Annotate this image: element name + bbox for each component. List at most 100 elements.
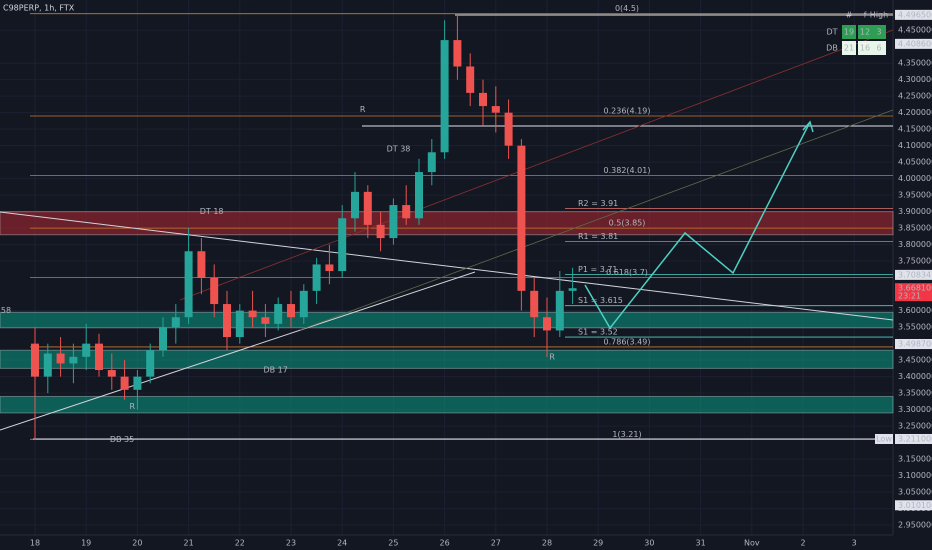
price-tick-label: 3.1000000	[898, 471, 932, 480]
candle-body	[351, 191, 359, 219]
trendline	[0, 211, 894, 321]
candle-body	[223, 304, 231, 338]
candle-body	[491, 106, 500, 113]
price-tick-label: 3.1500000	[898, 455, 932, 464]
time-tick-label: 31	[696, 539, 706, 548]
price-tick-label: 4.1500000	[898, 125, 932, 134]
annotation: DT 18	[200, 207, 224, 216]
price-tick-label: 4.4500000	[898, 26, 932, 35]
zone	[0, 349, 894, 369]
candle-body	[427, 152, 436, 173]
candle-body	[69, 356, 78, 364]
pivot-label: R2 = 3.91	[578, 199, 618, 208]
fib-label: 0.786(3.49)	[604, 337, 651, 346]
price-tick-label: 3.4000000	[898, 372, 932, 381]
price-tag-box	[875, 433, 893, 444]
price-tick-label: 4.0500000	[898, 158, 932, 167]
fib-label: 0.382(4.01)	[604, 166, 651, 175]
candle-body	[517, 145, 526, 291]
candle-body	[159, 327, 167, 351]
candle-body	[363, 191, 372, 225]
candle-body	[197, 251, 206, 278]
candle-body	[555, 290, 564, 331]
time-tick-label: 22	[235, 539, 245, 548]
price-label-box	[895, 339, 932, 350]
price-tick-label: 3.3500000	[898, 389, 932, 398]
candle-body	[210, 277, 219, 305]
price-label-time: 23:21	[898, 292, 921, 301]
annotation: DB 35	[110, 435, 134, 444]
time-tick-label: 25	[388, 539, 398, 548]
time-tick-label: 20	[132, 539, 142, 548]
candle-body	[402, 205, 411, 219]
annotation: DB 17	[263, 366, 287, 375]
table-cell-text: 21	[844, 44, 854, 53]
price-tick-label: 3.2500000	[898, 422, 932, 431]
table-header: f	[864, 11, 867, 20]
candle-body	[504, 112, 513, 146]
fib-label: 0.5(3.85)	[609, 219, 646, 228]
annotation: R	[549, 352, 555, 361]
price-label-box	[895, 500, 932, 511]
candle-body	[261, 317, 270, 324]
projection-path	[584, 121, 811, 330]
time-tick-label: 24	[337, 539, 347, 548]
price-tick-label: 4.3000000	[898, 75, 932, 84]
price-label-box	[895, 433, 932, 444]
price-tick-label: 3.9000000	[898, 207, 932, 216]
candle-body	[389, 205, 398, 239]
price-tick-label: 3.6000000	[898, 306, 932, 315]
price-tick-label: 2.9500000	[898, 521, 932, 530]
price-label-box	[895, 9, 932, 20]
candle-body	[274, 304, 283, 324]
candle-body	[56, 353, 65, 364]
table-cell	[858, 41, 872, 55]
price-label: 3.0101000	[898, 501, 932, 510]
candle-body	[415, 172, 423, 219]
table-cell	[842, 25, 856, 39]
candle-body	[287, 304, 295, 318]
table-cell-text: 19	[844, 28, 854, 37]
table-header: #	[846, 11, 853, 20]
zone	[0, 395, 894, 414]
annotation: DT 38	[387, 144, 411, 153]
table-cell	[872, 25, 886, 39]
time-tick-label: 21	[184, 539, 194, 548]
time-tick-label: 29	[593, 539, 603, 548]
candle-body	[299, 290, 308, 318]
candle-body	[171, 317, 180, 328]
time-tick-label: 18	[30, 539, 40, 548]
price-tick-label: 3.4500000	[898, 356, 932, 365]
candle-body	[543, 317, 551, 331]
price-tick-label: 3.9500000	[898, 191, 932, 200]
channel-line	[179, 29, 894, 301]
zone	[0, 311, 894, 329]
time-tick-label: 26	[440, 539, 450, 548]
candle-body	[338, 218, 347, 272]
price-label: 4.4965000	[898, 10, 932, 19]
pivot-label: S1 = 3.52	[578, 328, 618, 337]
time-tick-label: 19	[81, 539, 91, 548]
price-tick-label: 4.2500000	[898, 92, 932, 101]
table-cell-text: DB	[826, 44, 838, 53]
candle-body	[453, 40, 462, 67]
price-tick-label: 4.3500000	[898, 59, 932, 68]
price-label: 3.6681000	[898, 284, 932, 293]
price-label-box	[895, 38, 932, 49]
candle-body	[466, 66, 475, 93]
candle-body	[184, 251, 193, 318]
time-tick-label: Nov	[744, 539, 760, 548]
price-tick-label: 3.7500000	[898, 257, 932, 266]
price-label-box	[895, 269, 932, 280]
pivot-label: S1 = 3.615	[578, 296, 623, 305]
fib-label: 0(4.5)	[615, 4, 639, 13]
candle-body	[568, 288, 577, 291]
price-tick-label: 3.3000000	[898, 405, 932, 414]
candle-body	[133, 376, 142, 390]
price-label: 4.4086000	[898, 39, 932, 48]
table-cell	[858, 25, 872, 39]
candle-body	[530, 290, 539, 318]
zone	[0, 211, 894, 236]
annotation: R	[129, 402, 135, 411]
